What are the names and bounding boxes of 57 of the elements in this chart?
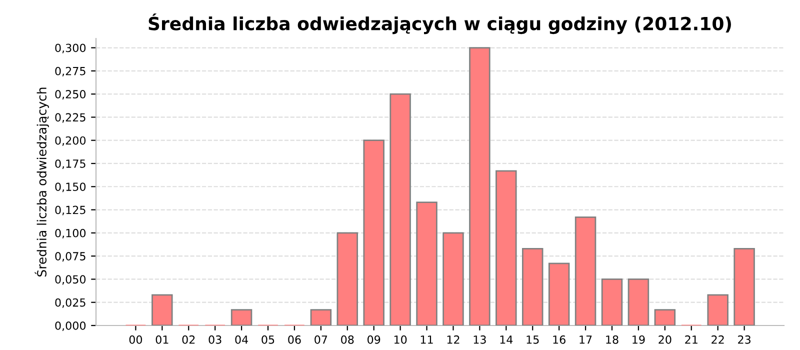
- bar: [230, 309, 252, 326]
- bar: [628, 278, 650, 326]
- y-tick-label: 0,050: [55, 275, 86, 285]
- x-tick-label: 02: [182, 335, 195, 344]
- x-tick-label: 08: [341, 335, 354, 344]
- y-tick-label: 0,150: [55, 182, 86, 192]
- y-tick-label: 0,225: [55, 113, 86, 123]
- x-tick-label: 19: [632, 335, 645, 344]
- x-tick-label: 12: [447, 335, 460, 344]
- x-tick-label: 18: [606, 335, 618, 344]
- x-tick-label: 07: [314, 335, 328, 344]
- y-tick-label: 0,250: [55, 90, 86, 100]
- x-tick-label: 22: [712, 335, 724, 344]
- bar: [496, 170, 517, 326]
- y-tick-label: 0,275: [55, 66, 86, 76]
- x-tick-label: 05: [262, 335, 274, 344]
- y-tick-label: 0,025: [55, 298, 86, 308]
- x-tick-label: 15: [526, 336, 539, 344]
- bar: [734, 248, 755, 326]
- bar: [469, 47, 490, 326]
- bar: [574, 216, 596, 326]
- bar: [310, 309, 332, 326]
- y-tick-label: 0,175: [55, 159, 86, 169]
- bar: [390, 93, 411, 326]
- x-tick-label: 00: [129, 335, 142, 344]
- bar: [336, 232, 358, 326]
- y-tick-label: 0,100: [55, 228, 86, 238]
- x-tick-label: 03: [208, 335, 222, 344]
- x-tick-label: 20: [658, 335, 672, 344]
- y-tick-label: 0,000: [55, 321, 86, 332]
- y-tick-label: 0,300: [55, 44, 86, 54]
- bar: [442, 232, 464, 326]
- chart-title: Średnia liczba odwiedzających w ciągu godziny (2012.10): [148, 13, 731, 34]
- x-tick-label: 16: [553, 335, 566, 344]
- x-tick-label: 23: [738, 335, 750, 344]
- x-tick-label: 21: [685, 335, 698, 344]
- bar: [522, 248, 544, 326]
- x-tick-label: 06: [288, 335, 301, 344]
- bar: [601, 278, 623, 326]
- x-tick-label: 10: [394, 335, 407, 344]
- y-tick-label: 0,200: [55, 136, 86, 146]
- y-tick-label: 0,125: [55, 206, 86, 216]
- x-tick-label: 04: [235, 335, 248, 344]
- y-tick-label: 0,075: [55, 252, 86, 262]
- bar: [654, 309, 676, 326]
- x-tick-label: 17: [580, 336, 592, 344]
- x-tick-label: 09: [368, 335, 380, 344]
- bar: [707, 294, 728, 326]
- x-tick-label: 14: [500, 336, 513, 344]
- x-tick-label: 13: [474, 335, 486, 344]
- bar: [363, 140, 384, 326]
- bar: [416, 202, 438, 326]
- y-axis-title: Średnia liczba odwiedzających: [34, 88, 49, 277]
- x-tick-label: 11: [420, 336, 433, 344]
- x-tick-label: 01: [156, 335, 168, 344]
- bar: [548, 262, 570, 326]
- bar: [152, 294, 173, 326]
